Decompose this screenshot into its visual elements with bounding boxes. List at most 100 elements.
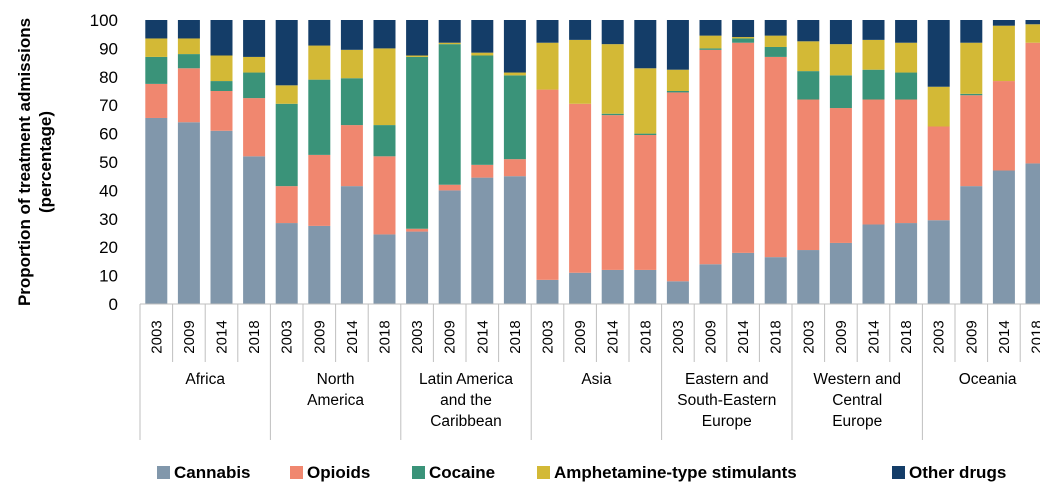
bar-segment [895, 20, 918, 43]
y-tick-label: 20 [99, 238, 118, 257]
x-tick-label: 2009 [311, 320, 328, 353]
x-tick-label: 2018 [246, 320, 263, 353]
x-tick-label: 2003 [148, 320, 165, 353]
bar-segment [308, 154, 331, 226]
bar-segment [243, 98, 266, 157]
x-group-label-line: Latin America [419, 371, 513, 388]
x-tick-label: 2009 [181, 320, 198, 353]
legend-label: Other drugs [909, 463, 1006, 482]
bar-segment [503, 159, 526, 177]
x-group-label: Africa [185, 371, 225, 388]
x-tick-label: 2003 [800, 320, 817, 353]
x-group-label-line: Western and [813, 371, 901, 388]
x-tick-label: 2003 [670, 320, 687, 353]
bar-segment [764, 35, 787, 47]
bar-segment [862, 69, 885, 100]
x-group-label-line: Eastern and [685, 371, 769, 388]
bar-segment [275, 20, 298, 86]
x-tick-label: 2014 [735, 320, 752, 353]
bar-segment [927, 126, 950, 221]
legend-swatch [412, 466, 425, 479]
bar-segment [927, 220, 950, 304]
bar-segment [569, 272, 592, 304]
x-tick-label: 2014 [474, 320, 491, 353]
bar-segment [145, 56, 168, 84]
y-axis-ticks: 0 10 20 30 40 50 60 70 80 90 100 [90, 11, 118, 314]
bar-segment [275, 223, 298, 304]
bar-segment [895, 42, 918, 73]
bar-segment [927, 86, 950, 127]
legend-swatch [892, 466, 905, 479]
bar-segment [210, 20, 233, 56]
x-tick-label: 2009 [703, 320, 720, 353]
x-group-label-line: Europe [832, 413, 882, 430]
bar-segment [569, 20, 592, 40]
bar-segment [275, 85, 298, 104]
bar-segment [797, 41, 820, 72]
bar-segment [340, 125, 363, 187]
bars [145, 20, 1040, 305]
bar-segment [177, 122, 200, 305]
x-group-label-line: South-Eastern [677, 392, 776, 409]
bar-segment [666, 20, 689, 70]
bar-segment [960, 95, 983, 187]
x-tick-label: 2003 [931, 320, 948, 353]
bar-segment [503, 176, 526, 304]
y-tick-label: 70 [99, 96, 118, 115]
bar-segment [210, 55, 233, 82]
bar-segment [1025, 42, 1040, 164]
bar-segment [536, 279, 559, 304]
bar-segment [732, 20, 755, 38]
y-tick-label: 60 [99, 125, 118, 144]
bar-segment [895, 72, 918, 100]
x-group-label: Western and Central Europe [813, 371, 901, 430]
x-tick-label: 2014 [866, 320, 883, 353]
bar-segment [406, 56, 429, 229]
y-axis-label: Proportion of treatment admissions (perce… [15, 18, 55, 306]
bar-segment [992, 170, 1015, 304]
x-tick-label: 2009 [833, 320, 850, 353]
x-tick-label: 2018 [637, 320, 654, 353]
bar-segment [243, 156, 266, 304]
bar-segment [699, 49, 722, 265]
bar-segment [960, 186, 983, 304]
bar-segment [992, 25, 1015, 82]
x-axis: 2003 2009 2014 2018 Africa 2003 2009 2014 2018 No… [139, 303, 1040, 440]
legend-label: Opioids [307, 463, 370, 482]
bar-segment [862, 20, 885, 40]
bar-segment [243, 20, 266, 57]
bar-segment [536, 42, 559, 90]
x-group-label-line: and the [440, 392, 492, 409]
bar-segment [438, 20, 461, 43]
bar-segment [992, 20, 1015, 26]
bar-segment [373, 125, 396, 157]
x-group-label-line: Oceania [959, 371, 1017, 388]
bar-segment [340, 186, 363, 304]
bar-segment [732, 38, 755, 43]
x-group-label-line: Europe [702, 413, 752, 430]
bar-segment [829, 108, 852, 243]
x-tick-label: 2009 [442, 320, 459, 353]
x-tick-label: 2018 [377, 320, 394, 353]
x-tick-label: 2009 [572, 320, 589, 353]
bar-segment [992, 81, 1015, 171]
bar-segment [340, 20, 363, 50]
bar-segment [569, 39, 592, 104]
y-tick-label: 80 [99, 68, 118, 87]
x-tick-label: 2018 [898, 320, 915, 353]
bar-segment [406, 55, 429, 57]
bar-segment [764, 20, 787, 36]
y-tick-label: 10 [99, 267, 118, 286]
y-axis-title-line: (percentage) [36, 111, 55, 213]
bar-segment [634, 135, 657, 270]
bar-segment [927, 20, 950, 87]
bar-segment [829, 44, 852, 76]
bar-segment [829, 20, 852, 45]
bar-segment [373, 48, 396, 126]
legend-swatch [157, 466, 170, 479]
bar-segment [732, 252, 755, 304]
bar-segment [373, 156, 396, 235]
legend-swatch [290, 466, 303, 479]
bar-segment [145, 20, 168, 39]
bar-segment [340, 78, 363, 126]
